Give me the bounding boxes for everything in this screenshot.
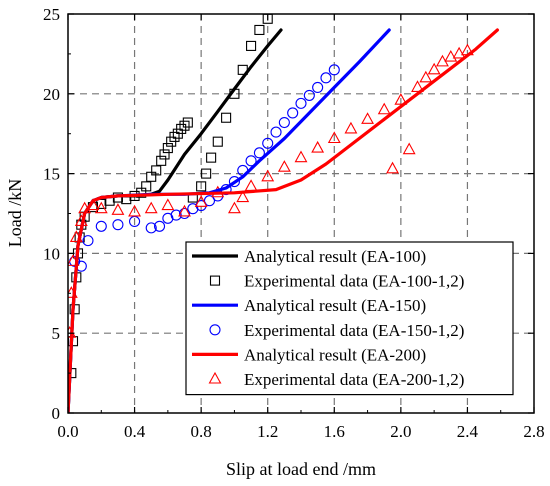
data-point — [294, 150, 308, 163]
data-point — [227, 201, 241, 214]
x-tick-label: 2.8 — [523, 422, 544, 441]
data-point — [206, 152, 217, 163]
x-tick-label: 1.2 — [257, 422, 278, 441]
data-point — [303, 89, 315, 101]
legend-marker-swatch — [209, 275, 221, 286]
data-point — [327, 131, 341, 144]
data-point — [194, 195, 208, 207]
y-axis-title: Load /kN — [5, 179, 25, 247]
data-point — [95, 220, 107, 232]
data-point — [159, 149, 170, 160]
x-tick-label: 2.0 — [390, 422, 411, 441]
data-point — [452, 46, 466, 59]
legend-label: Analytical result (EA-100) — [244, 247, 426, 266]
series-4 — [68, 28, 499, 413]
grid-lines — [68, 14, 534, 413]
data-point — [244, 179, 258, 191]
legend-marker-swatch — [208, 371, 222, 384]
y-tick-label: 10 — [43, 244, 60, 263]
x-tick-label: 0.4 — [124, 422, 146, 441]
data-point — [236, 190, 250, 203]
data-point — [246, 40, 257, 51]
data-point — [111, 203, 125, 215]
x-tick-label: 2.4 — [457, 422, 479, 441]
data-point — [145, 222, 157, 234]
data-point — [295, 97, 307, 109]
data-point — [162, 143, 173, 154]
data-point — [212, 136, 223, 147]
data-point — [311, 140, 325, 153]
data-point — [182, 117, 193, 128]
data-point — [221, 112, 232, 123]
axes: 0.0 0.4 0.8 1.2 1.6 2.0 2.4 2.8 0 5 10 15 20 25 — [43, 5, 545, 441]
data-point — [444, 49, 458, 62]
data-point — [253, 147, 265, 159]
legend-marker-swatch — [209, 324, 221, 336]
data-point — [178, 204, 191, 217]
data-point — [176, 123, 187, 134]
data-point — [156, 155, 167, 166]
data-point — [262, 137, 274, 149]
data-point — [144, 201, 158, 214]
data-point — [411, 80, 424, 92]
data-point — [96, 198, 107, 209]
data-point — [201, 168, 212, 179]
legend-label: Experimental data (EA-150-1,2) — [244, 321, 464, 340]
data-point — [320, 72, 332, 84]
x-tick-label: 0.0 — [57, 422, 78, 441]
data-point — [169, 131, 180, 142]
data-point — [203, 195, 216, 207]
data-point — [178, 207, 191, 220]
data-point — [129, 215, 141, 228]
y-tick-label: 20 — [43, 85, 60, 104]
data-point — [112, 219, 124, 231]
x-tick-label: 1.6 — [324, 422, 345, 441]
data-point — [196, 181, 207, 192]
data-point — [361, 112, 375, 124]
legend-label: Analytical result (EA-200) — [244, 345, 426, 364]
data-point — [170, 209, 182, 221]
data-point — [386, 161, 399, 174]
data-point — [270, 126, 282, 138]
series-3 — [69, 64, 340, 272]
legend-label: Analytical result (EA-150) — [244, 296, 426, 315]
data-point — [179, 120, 190, 131]
y-tick-label: 0 — [52, 404, 61, 423]
y-tick-label: 25 — [43, 5, 60, 24]
data-point — [261, 169, 275, 182]
plot-area — [68, 14, 499, 413]
data-point — [419, 70, 433, 83]
legend-box — [185, 241, 514, 396]
legend-label: Experimental data (EA-200-1,2) — [244, 370, 464, 389]
data-point — [254, 24, 265, 36]
data-point — [312, 81, 324, 93]
data-point — [161, 198, 175, 211]
data-point — [94, 201, 108, 214]
x-tick-label: 0.8 — [191, 422, 212, 441]
series-layer — [68, 14, 499, 413]
data-point — [344, 121, 358, 134]
data-point — [287, 107, 299, 119]
data-point — [245, 155, 257, 167]
data-point — [277, 160, 291, 172]
data-point — [151, 165, 162, 176]
y-tick-label: 5 — [52, 324, 61, 343]
data-point — [394, 93, 408, 105]
series-line — [68, 28, 499, 413]
legend: Analytical result (EA-100) Experimental d… — [185, 241, 514, 396]
data-point — [328, 64, 340, 76]
data-point — [153, 220, 166, 232]
data-point — [278, 116, 290, 129]
data-point — [141, 181, 152, 192]
y-tick-label: 15 — [43, 165, 60, 184]
data-point — [128, 204, 142, 217]
data-point — [377, 102, 391, 115]
data-point — [82, 235, 94, 247]
legend-label: Experimental data (EA-100-1,2) — [244, 272, 464, 291]
data-point — [402, 142, 416, 155]
x-axis-title: Slip at load end /mm — [226, 459, 376, 479]
data-point — [228, 176, 240, 188]
data-point — [427, 62, 441, 75]
